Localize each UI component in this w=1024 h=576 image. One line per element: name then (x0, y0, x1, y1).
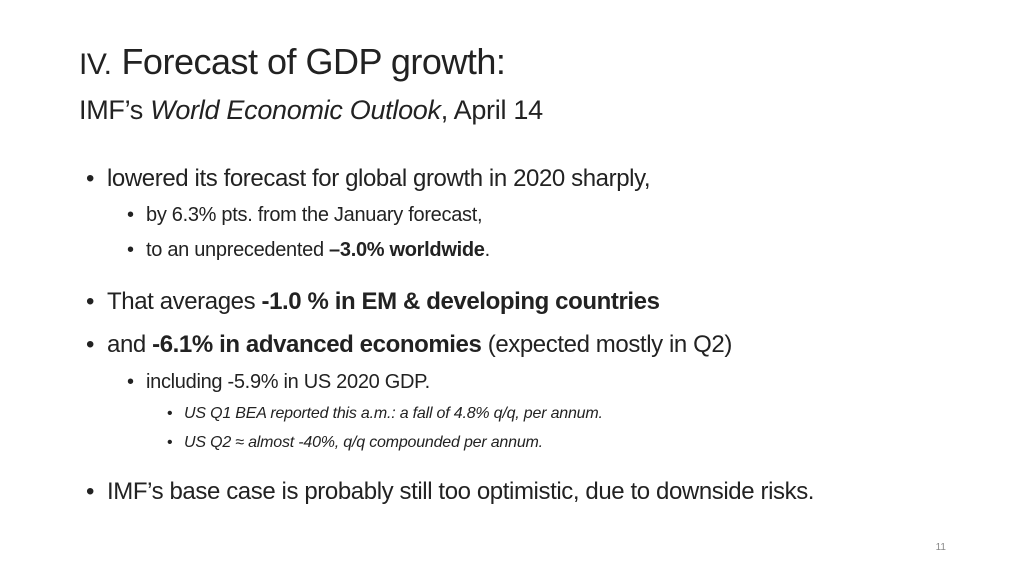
page-number: 11 (935, 542, 946, 553)
bullet-text: IMF’s base case is probably still too op… (107, 478, 815, 505)
bullet-text-trail: . (484, 239, 491, 261)
bullet-worldwide-forecast: • to an unprecedented –3.0% worldwide. (127, 237, 490, 263)
bullet-dot-icon: • (86, 478, 95, 505)
bullet-text-trail: (expected mostly in Q2) (481, 331, 733, 358)
bullet-text: and -6.1% in advanced economies (expecte… (107, 331, 732, 358)
bullet-text: That averages -1.0 % in EM & developing … (107, 288, 660, 315)
bullet-dot-icon: • (127, 371, 134, 393)
bullet-us-gdp: • including -5.9% in US 2020 GDP. (127, 369, 430, 395)
bullet-text-lead: That averages (107, 288, 262, 315)
bullet-dot-icon: • (167, 405, 173, 422)
bullet-dot-icon: • (86, 165, 95, 192)
bullet-us-q2: • US Q2 ≈ almost -40%, q/q compounded pe… (167, 432, 543, 454)
bullet-global-forecast: • lowered its forecast for global growth… (86, 164, 651, 194)
bullet-text: US Q2 ≈ almost -40%, q/q compounded per … (184, 434, 543, 451)
bullet-advanced-economies: • and -6.1% in advanced economies (expec… (86, 330, 732, 360)
bullet-january-revision: • by 6.3% pts. from the January forecast… (127, 202, 483, 228)
subtitle-date: , April 14 (440, 95, 543, 125)
bullet-text-emphasis: -6.1% in advanced economies (152, 331, 482, 358)
slide-subtitle: IMF’s World Economic Outlook, April 14 (79, 92, 543, 128)
bullet-dot-icon: • (167, 434, 173, 451)
bullet-dot-icon: • (127, 204, 134, 226)
bullet-base-case: • IMF’s base case is probably still too … (86, 477, 814, 507)
subtitle-source: IMF’s (79, 95, 151, 125)
bullet-text-emphasis: -1.0 % in EM & developing countries (261, 288, 660, 315)
bullet-dot-icon: • (86, 288, 95, 315)
bullet-text: lowered its forecast for global growth i… (107, 165, 651, 192)
bullet-text: including -5.9% in US 2020 GDP. (146, 371, 430, 393)
title-text: Forecast of GDP growth: (121, 41, 506, 82)
slide-title: IV. Forecast of GDP growth: (79, 40, 506, 87)
bullet-text: to an unprecedented –3.0% worldwide. (146, 239, 490, 261)
bullet-dot-icon: • (127, 239, 134, 261)
bullet-text: US Q1 BEA reported this a.m.: a fall of … (184, 405, 603, 422)
bullet-dot-icon: • (86, 331, 95, 358)
bullet-text-lead: to an unprecedented (146, 239, 330, 261)
section-numeral: IV. (79, 48, 112, 81)
bullet-text: by 6.3% pts. from the January forecast, (146, 204, 483, 226)
bullet-text-emphasis: –3.0% worldwide (329, 239, 485, 261)
subtitle-publication: World Economic Outlook (150, 95, 441, 125)
bullet-text-lead: and (107, 331, 153, 358)
bullet-em-average: • That averages -1.0 % in EM & developin… (86, 287, 660, 317)
bullet-us-q1: • US Q1 BEA reported this a.m.: a fall o… (167, 403, 603, 425)
